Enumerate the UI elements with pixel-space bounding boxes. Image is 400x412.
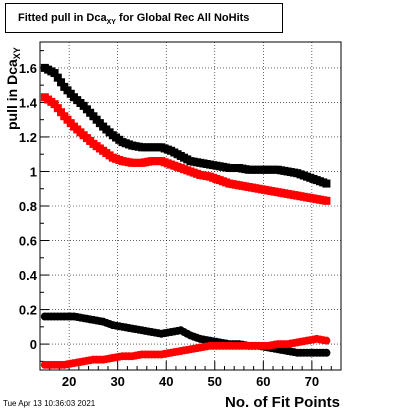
y-axis-label-sub: XY <box>12 47 22 60</box>
data-point <box>322 348 331 357</box>
data-point <box>50 69 59 78</box>
y-axis-label-main: pull in Dca <box>4 59 20 130</box>
data-point <box>50 100 59 109</box>
data-point <box>53 104 62 113</box>
y-tick-label: 0 <box>30 337 37 352</box>
data-point <box>322 336 331 345</box>
series-0 <box>40 63 331 188</box>
y-tick-label: 0.4 <box>19 268 38 283</box>
x-tick-label: 20 <box>62 374 76 389</box>
x-tick-label: 50 <box>208 374 222 389</box>
series-1 <box>40 93 331 205</box>
y-tick-label: 1.6 <box>19 61 37 76</box>
axis-ticks: 20 30 40 50 60 70 0 0.2 0.4 0.6 0.8 1 1.2 1.4 1.6 <box>19 50 342 389</box>
y-tick-label: 0.2 <box>19 303 37 318</box>
chart-title-sub: XY <box>106 19 116 26</box>
data-point <box>322 179 331 188</box>
x-tick-label: 40 <box>159 374 173 389</box>
x-tick-label: 60 <box>256 374 270 389</box>
chart-title: Fitted pull in DcaXY for Global Rec All … <box>5 3 283 33</box>
data-point <box>322 196 331 205</box>
y-tick-label: 1 <box>30 164 37 179</box>
x-axis-label: No. of Fit Points <box>225 394 340 411</box>
y-tick-label: 1.2 <box>19 130 37 145</box>
y-tick-label: 0.6 <box>19 234 37 249</box>
timestamp: Tue Apr 13 10:36:03 2021 <box>3 399 96 408</box>
data-markers <box>40 63 331 369</box>
data-point <box>57 78 66 87</box>
x-tick-label: 70 <box>305 374 319 389</box>
chart-title-main: Fitted pull in Dca <box>18 12 107 24</box>
y-tick-label: 0.8 <box>19 199 37 214</box>
y-tick-label: 1.4 <box>19 95 38 110</box>
series-3 <box>40 334 331 369</box>
x-tick-label: 30 <box>110 374 124 389</box>
y-axis-label: pull in DcaXY <box>4 47 22 130</box>
chart-title-rest: for Global Rec All NoHits <box>115 12 250 24</box>
data-point <box>53 73 62 82</box>
data-point <box>57 108 66 117</box>
